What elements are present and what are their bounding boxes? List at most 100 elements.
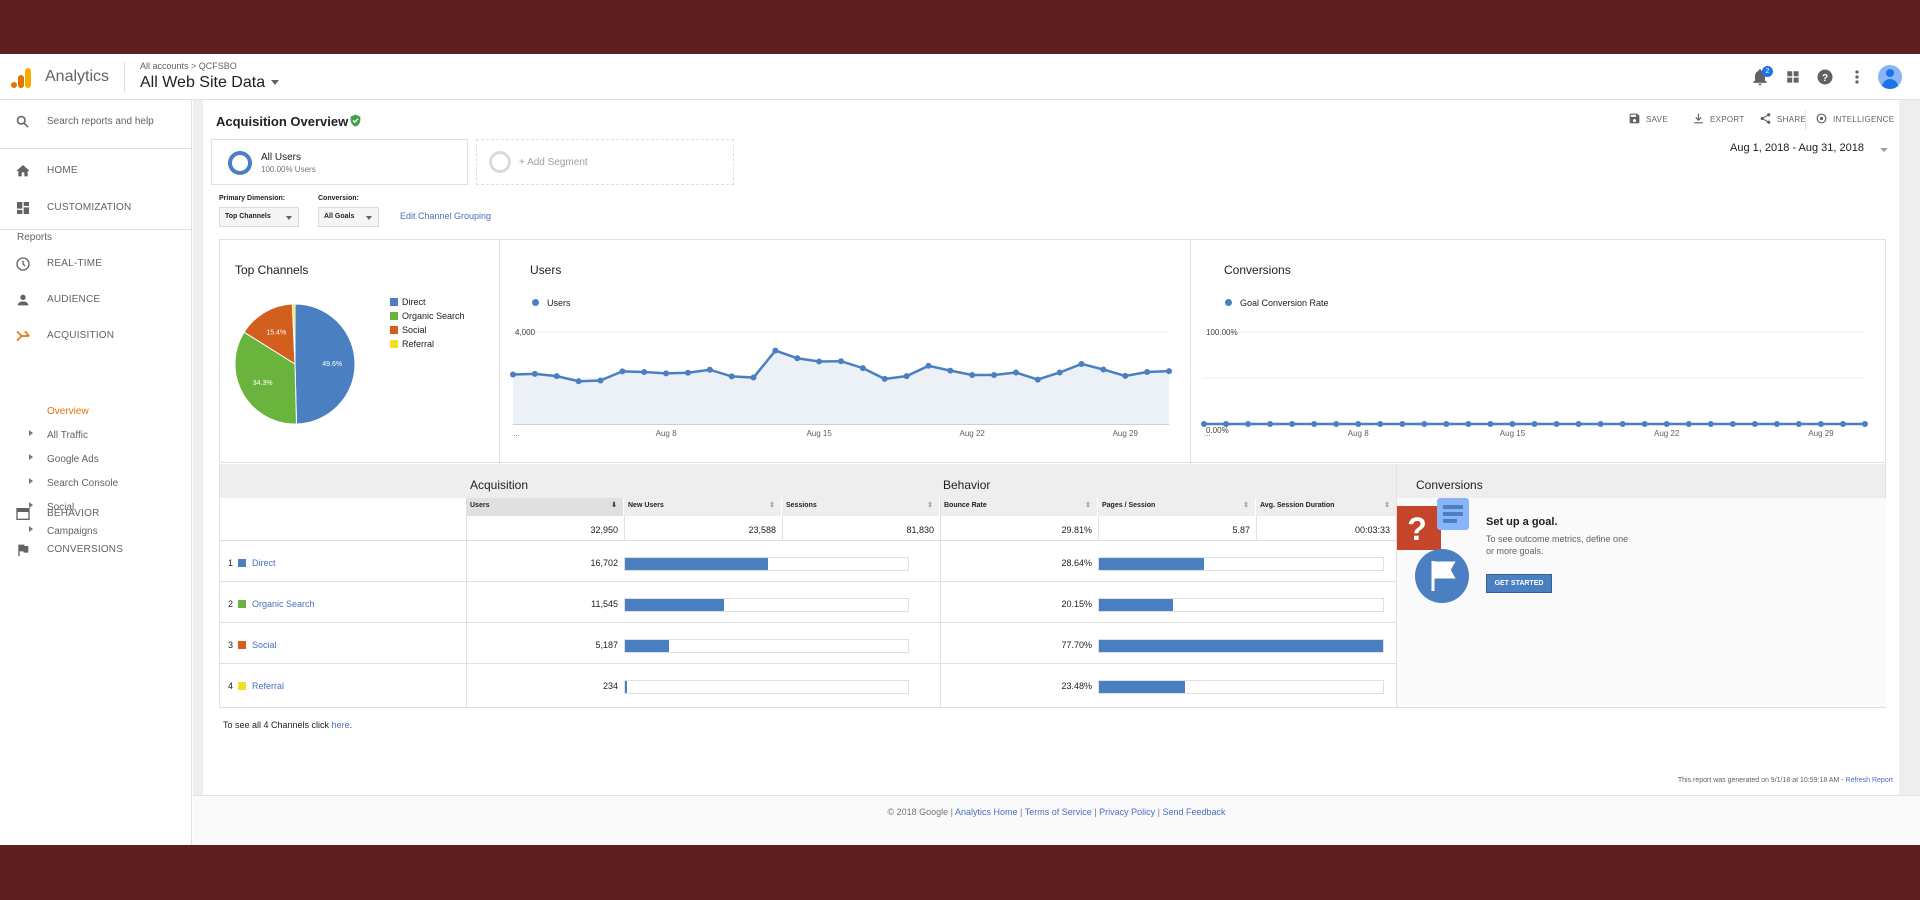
- data-point[interactable]: [1575, 421, 1582, 427]
- data-point[interactable]: [859, 365, 866, 372]
- intelligence-button[interactable]: INTELLIGENCE: [1816, 113, 1894, 124]
- nav-acquisition[interactable]: ACQUISITION: [0, 321, 192, 351]
- nav-home[interactable]: HOME: [0, 156, 192, 186]
- data-point[interactable]: [1421, 421, 1428, 427]
- data-point[interactable]: [728, 373, 735, 380]
- data-point[interactable]: [947, 367, 954, 374]
- refresh-report-link[interactable]: Refresh Report: [1845, 777, 1893, 784]
- row-channel[interactable]: Organic Search: [238, 599, 315, 609]
- data-point[interactable]: [1201, 421, 1207, 427]
- data-point[interactable]: [903, 373, 910, 380]
- col-sessions[interactable]: Sessions ⇕: [782, 498, 940, 516]
- data-point[interactable]: [1166, 368, 1172, 375]
- data-point[interactable]: [1399, 421, 1406, 427]
- segment-all-users[interactable]: All Users 100.00% Users: [211, 139, 468, 185]
- export-button[interactable]: EXPORT: [1694, 113, 1745, 124]
- more-vert-icon[interactable]: [1847, 67, 1867, 87]
- data-point[interactable]: [597, 377, 604, 384]
- channel-link[interactable]: Organic Search: [252, 599, 315, 609]
- data-point[interactable]: [991, 372, 998, 379]
- save-button[interactable]: SAVE: [1629, 113, 1668, 124]
- data-point[interactable]: [1619, 421, 1626, 427]
- pie-slice-social[interactable]: [243, 303, 296, 365]
- data-point[interactable]: [1377, 421, 1384, 427]
- data-point[interactable]: [1641, 421, 1648, 427]
- data-point[interactable]: [794, 355, 801, 362]
- date-range-picker[interactable]: Aug 1, 2018 - Aug 31, 2018: [1730, 142, 1864, 154]
- footer-link-analytics-home[interactable]: Analytics Home: [955, 807, 1018, 817]
- breadcrumb[interactable]: All accounts > QCFSBO: [140, 61, 237, 71]
- row-channel[interactable]: Direct: [238, 558, 276, 568]
- data-point[interactable]: [1122, 372, 1129, 379]
- sub-nav-search-console[interactable]: Search Console: [47, 478, 119, 489]
- pie-slice-direct[interactable]: [294, 303, 356, 425]
- data-point[interactable]: [838, 358, 844, 365]
- data-point[interactable]: [619, 368, 626, 375]
- data-point[interactable]: [641, 369, 648, 376]
- analytics-logo-icon[interactable]: [10, 67, 32, 89]
- sub-nav-campaigns[interactable]: Campaigns: [47, 526, 98, 537]
- data-point[interactable]: [1663, 421, 1670, 427]
- channel-link[interactable]: Referral: [252, 681, 285, 691]
- data-point[interactable]: [1012, 369, 1019, 376]
- avatar[interactable]: [1878, 65, 1902, 89]
- data-point[interactable]: [1144, 369, 1151, 376]
- data-point[interactable]: [1465, 421, 1472, 427]
- sub-nav-social[interactable]: Social: [47, 502, 75, 513]
- data-point[interactable]: [1056, 369, 1063, 376]
- pie-slice-organic-search[interactable]: [234, 331, 298, 425]
- data-point[interactable]: [1795, 421, 1802, 427]
- col-avg-session-duration[interactable]: Avg. Session Duration ⇕: [1256, 498, 1397, 516]
- sub-nav-overview[interactable]: Overview: [47, 406, 89, 417]
- col-new-users[interactable]: New Users ⇕: [624, 498, 782, 516]
- apps-grid-icon[interactable]: [1783, 67, 1803, 87]
- footer-link-terms[interactable]: Terms of Service: [1024, 807, 1092, 817]
- data-point[interactable]: [1531, 421, 1538, 427]
- get-started-button[interactable]: GET STARTED: [1486, 574, 1552, 593]
- conversion-select[interactable]: All Goals: [318, 207, 379, 227]
- channel-link[interactable]: Direct: [252, 558, 276, 568]
- data-point[interactable]: [1355, 421, 1362, 427]
- data-point[interactable]: [1862, 421, 1868, 427]
- data-point[interactable]: [1100, 366, 1107, 373]
- data-point[interactable]: [1078, 360, 1085, 367]
- data-point[interactable]: [1707, 421, 1714, 427]
- data-point[interactable]: [706, 366, 713, 373]
- col-users[interactable]: Users ⬇: [466, 498, 624, 516]
- view-selector[interactable]: All Web Site Data: [140, 74, 280, 92]
- data-point[interactable]: [1443, 421, 1450, 427]
- data-point[interactable]: [1245, 421, 1252, 427]
- data-point[interactable]: [510, 371, 516, 378]
- data-point[interactable]: [1333, 421, 1340, 427]
- sub-nav-google-ads[interactable]: Google Ads: [47, 454, 99, 465]
- data-point[interactable]: [1553, 421, 1560, 427]
- channel-link[interactable]: Social: [252, 640, 277, 650]
- help-icon[interactable]: ?: [1815, 67, 1835, 87]
- data-point[interactable]: [750, 374, 757, 381]
- data-point[interactable]: [816, 358, 823, 365]
- data-point[interactable]: [1487, 421, 1494, 427]
- data-point[interactable]: [1773, 421, 1780, 427]
- row-channel[interactable]: Social: [238, 640, 277, 650]
- col-bounce-rate[interactable]: Bounce Rate ⇕: [940, 498, 1098, 516]
- edit-channel-grouping-link[interactable]: Edit Channel Grouping: [400, 211, 492, 221]
- data-point[interactable]: [1267, 421, 1274, 427]
- see-all-link[interactable]: here: [331, 720, 350, 730]
- pie-slice-referral[interactable]: [291, 303, 296, 365]
- data-point[interactable]: [772, 347, 779, 354]
- data-point[interactable]: [553, 373, 560, 380]
- nav-conversions[interactable]: CONVERSIONS: [0, 535, 192, 565]
- nav-behavior[interactable]: BEHAVIOR: [0, 499, 192, 529]
- footer-link-privacy[interactable]: Privacy Policy: [1099, 807, 1156, 817]
- share-button[interactable]: SHARE: [1760, 113, 1806, 124]
- data-point[interactable]: [575, 378, 582, 385]
- data-point[interactable]: [969, 372, 976, 379]
- data-point[interactable]: [1289, 421, 1296, 427]
- nav-realtime[interactable]: REAL-TIME: [0, 249, 192, 279]
- data-point[interactable]: [1817, 421, 1824, 427]
- nav-customization[interactable]: CUSTOMIZATION: [0, 193, 192, 223]
- row-channel[interactable]: Referral: [238, 681, 284, 691]
- data-point[interactable]: [684, 369, 691, 376]
- data-point[interactable]: [1034, 376, 1041, 383]
- data-point[interactable]: [1685, 421, 1692, 427]
